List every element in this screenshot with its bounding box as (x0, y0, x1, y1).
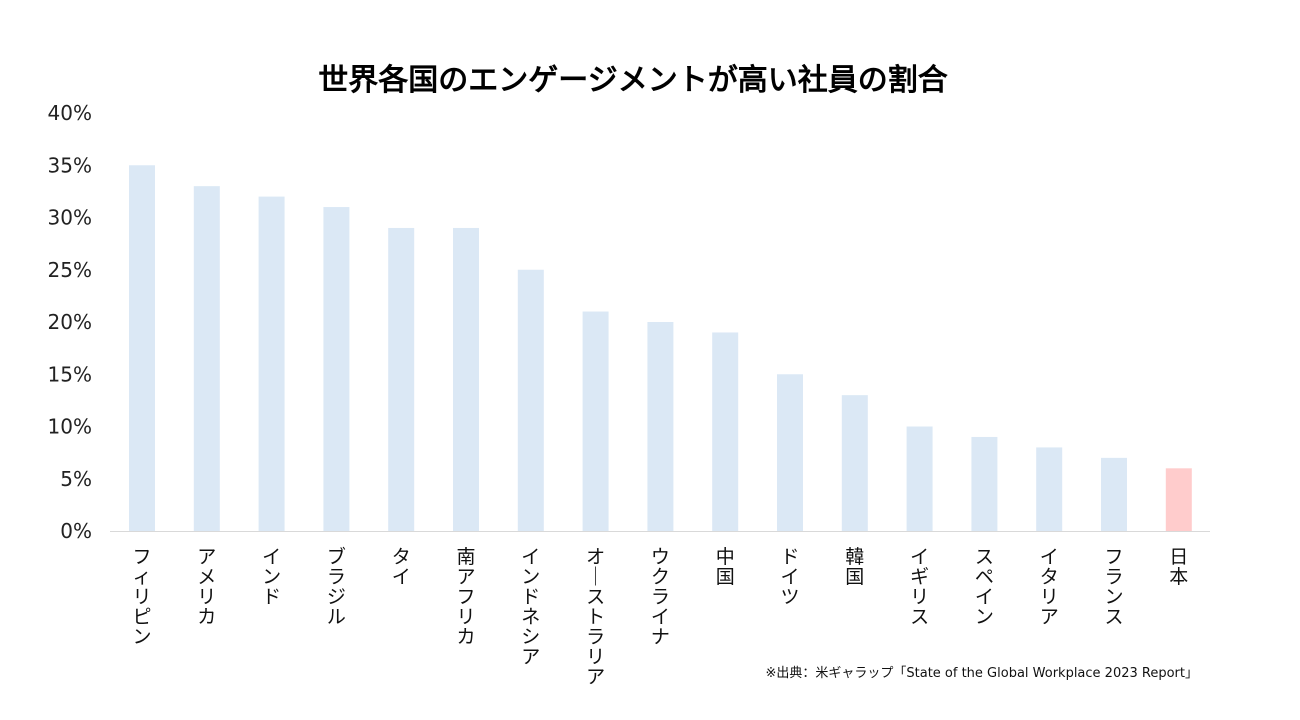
y-tick-label: 40% (48, 101, 92, 125)
bar (971, 436, 998, 531)
x-tick-label: ブラジル (327, 545, 346, 628)
y-tick-label: 5% (60, 467, 92, 491)
bar (323, 207, 350, 532)
x-tick-label: イタリア (1040, 546, 1059, 628)
x-tick-label: 日本 (1169, 546, 1188, 588)
x-tick-label: ドイツ (780, 546, 799, 608)
bar (1036, 447, 1063, 531)
x-tick-label: タイ (392, 546, 411, 588)
bar (388, 227, 415, 531)
x-tick-label: 中国 (716, 546, 735, 588)
chart-title: 世界各国のエンゲージメントが高い社員の割合 (318, 63, 947, 98)
y-tick-label: 0% (60, 519, 92, 543)
x-tick-label: インドネシア (521, 546, 540, 668)
x-tick-label: スペイン (975, 546, 994, 628)
x-tick-label: 南アフリカ (456, 546, 475, 648)
x-tick-label: フランス (1104, 546, 1123, 628)
bars (129, 165, 1192, 532)
y-tick-label: 25% (48, 258, 92, 282)
bar (258, 196, 285, 531)
source-note: ※出典：米ギャラップ「State of the Global Workplace… (765, 666, 1198, 681)
bar (1101, 457, 1127, 531)
y-tick-label: 10% (48, 415, 92, 439)
x-tick-label: アメリカ (197, 546, 216, 628)
x-tick-label: 韓国 (845, 546, 864, 588)
x-tick-label: ウクライナ (651, 546, 670, 648)
x-tick-label: フィリピン (132, 546, 151, 648)
bar (193, 186, 220, 531)
bar (453, 227, 479, 531)
y-tick-label: 30% (48, 206, 92, 230)
x-axis-labels: フィリピン アメリカ インド ブラジル タイ 南アフリカ インドネシア オ｜ストラリア ウクライ… (132, 545, 1188, 688)
y-tick-label: 35% (48, 153, 92, 177)
y-tick-label: 20% (48, 310, 92, 334)
x-tick-label: インド (262, 546, 281, 608)
bar (647, 322, 674, 531)
bar (777, 374, 803, 531)
y-axis-ticks: 0% 5% 10% 15% 20% 25% 30% 35% 40% (48, 101, 92, 543)
bar (517, 269, 544, 531)
x-tick-label: イギリス (910, 546, 929, 628)
bar (129, 165, 155, 531)
x-tick-label: オ｜ストラリア (586, 546, 605, 688)
y-tick-label: 15% (48, 362, 92, 386)
bar (841, 395, 868, 531)
bar (582, 311, 609, 531)
bar (1165, 468, 1192, 531)
bar (712, 332, 739, 531)
bar (906, 426, 933, 531)
